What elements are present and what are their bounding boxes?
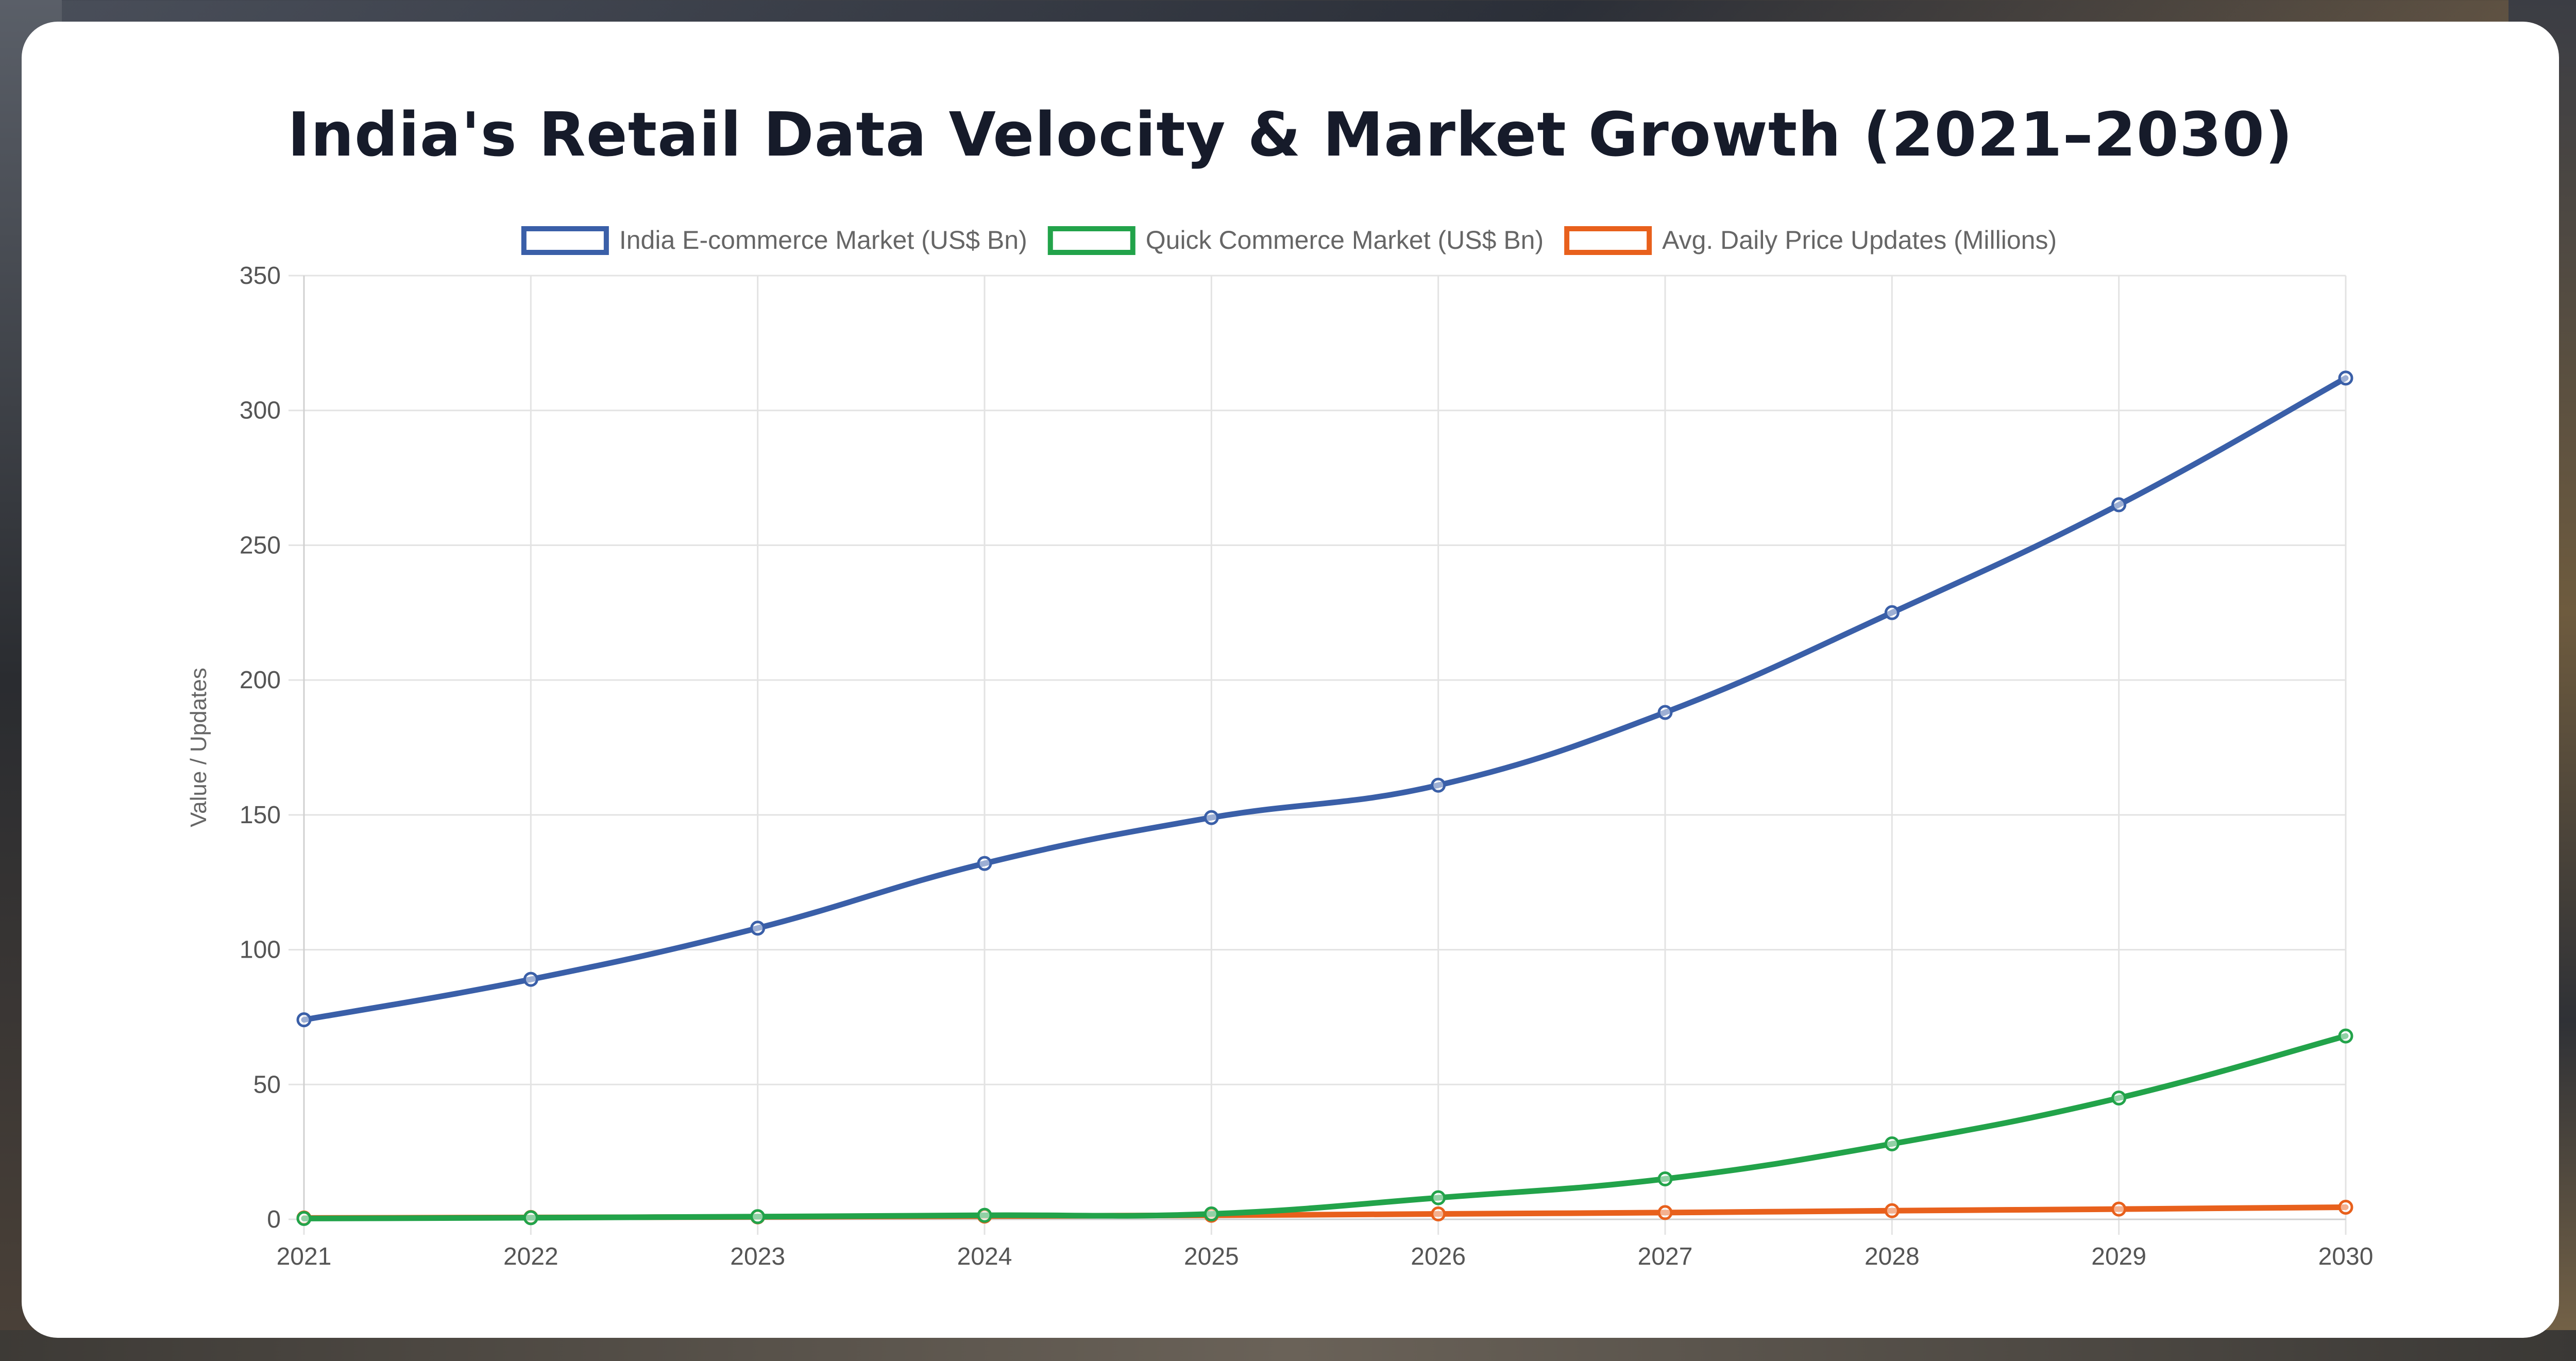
legend-label: India E-commerce Market (US$ Bn) (619, 226, 1027, 254)
y-tick-label: 200 (240, 667, 281, 694)
data-point (2111, 1090, 2127, 1105)
y-axis-ticks: 0 50 100 150 200 250 300 350 (240, 262, 281, 1233)
x-tick-label: 2027 (1638, 1243, 1693, 1270)
data-point (2338, 1199, 2353, 1215)
data-point (2111, 1201, 2127, 1217)
data-point (1884, 1203, 1900, 1218)
y-tick-label: 150 (240, 802, 281, 829)
series-line (301, 1033, 2349, 1221)
x-tick-label: 2024 (957, 1243, 1012, 1270)
y-tick-label: 300 (240, 397, 281, 424)
x-tick-label: 2029 (2091, 1243, 2146, 1270)
x-tick-label: 2022 (503, 1243, 558, 1270)
data-point (2338, 1028, 2353, 1044)
y-axis-title: Value / Updates (186, 668, 211, 827)
data-point (1431, 1206, 1446, 1222)
series-group (296, 370, 2353, 1226)
y-tick-label: 100 (240, 937, 281, 964)
legend-swatch (521, 226, 609, 255)
grid-lines (289, 275, 2347, 1235)
series-0 (296, 370, 2353, 1028)
y-tick-label: 250 (240, 532, 281, 559)
x-tick-label: 2026 (1411, 1243, 1466, 1270)
data-point (1884, 605, 1900, 620)
data-point (750, 921, 766, 936)
data-point (1431, 1190, 1446, 1205)
y-tick-label: 0 (267, 1206, 281, 1233)
series-line (301, 375, 2349, 1023)
data-point (2338, 370, 2353, 386)
data-point (1884, 1136, 1900, 1151)
data-point (1204, 810, 1219, 825)
data-point (977, 1207, 992, 1223)
series-1 (296, 1028, 2353, 1226)
legend-swatch (1047, 226, 1136, 255)
x-tick-label: 2021 (277, 1243, 332, 1270)
chart-legend: India E-commerce Market (US$ Bn) Quick Co… (521, 226, 2057, 255)
x-tick-label: 2030 (2318, 1243, 2374, 1270)
data-point (750, 1209, 766, 1224)
data-point (1657, 1171, 1673, 1186)
x-tick-label: 2028 (1865, 1243, 1920, 1270)
data-point (977, 856, 992, 871)
data-point (2111, 497, 2127, 513)
x-tick-label: 2023 (730, 1243, 785, 1270)
data-point (1657, 1205, 1673, 1220)
y-tick-label: 50 (253, 1071, 281, 1098)
chart-title: India's Retail Data Velocity & Market Gr… (287, 99, 2294, 170)
x-axis-ticks: 2021 2022 2023 2024 2025 2026 2027 2028 2029 2030 (277, 1243, 2374, 1270)
x-tick-label: 2025 (1184, 1243, 1239, 1270)
data-point (1657, 705, 1673, 720)
legend-label: Quick Commerce Market (US$ Bn) (1146, 226, 1544, 254)
y-tick-label: 350 (240, 262, 281, 290)
data-point (523, 1210, 538, 1226)
legend-label: Avg. Daily Price Updates (Millions) (1662, 226, 2057, 254)
data-point (1204, 1206, 1219, 1222)
data-point (296, 1012, 312, 1028)
data-point (296, 1211, 312, 1226)
legend-swatch (1564, 226, 1652, 255)
data-point (523, 972, 538, 987)
data-point (1431, 777, 1446, 793)
